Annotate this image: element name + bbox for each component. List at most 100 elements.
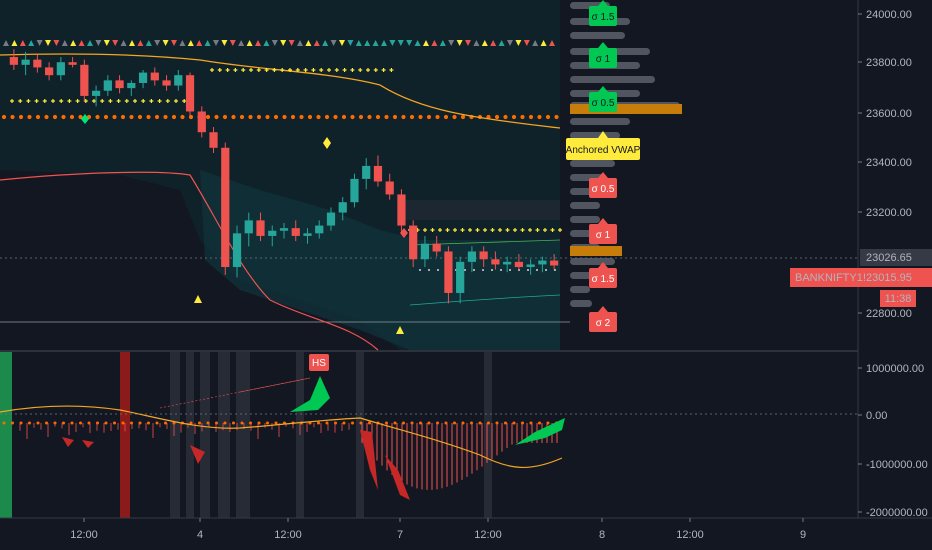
candle	[503, 256, 512, 273]
time-tick-label: 12:00	[70, 529, 98, 541]
candle	[174, 70, 183, 91]
candle	[185, 72, 195, 117]
lower-inner-band	[409, 294, 561, 306]
candle	[138, 70, 148, 89]
candle	[538, 256, 547, 273]
sigma-band-inner	[200, 170, 560, 350]
up-triangle-marker	[194, 295, 202, 303]
candle	[115, 75, 124, 94]
sigma-tag: σ 0.5	[589, 172, 617, 198]
signal-triangles-row	[3, 40, 555, 46]
candle	[467, 246, 477, 273]
candle	[80, 59, 89, 102]
time-tick-label: 12:00	[676, 529, 704, 541]
crosshair-price-tag	[860, 249, 932, 266]
price-tick-label: 22800.00	[866, 308, 912, 320]
candle	[514, 254, 524, 270]
candle	[232, 225, 242, 278]
candle	[268, 225, 277, 247]
price-tick-label: 23600.00	[866, 108, 912, 120]
osc-tick-label: -2000000.00	[866, 507, 928, 519]
svg-text:σ 0.5: σ 0.5	[592, 184, 615, 195]
candle	[279, 222, 289, 239]
crosshair-price: 23026.65	[866, 252, 912, 264]
time-tick-label: 12:00	[274, 529, 302, 541]
last-price: 23015.95	[866, 272, 912, 284]
price-tick-label: 23200.00	[866, 207, 912, 219]
sigma-tag: σ 2	[589, 306, 617, 332]
candle	[385, 173, 394, 200]
diamond-marker	[323, 137, 331, 149]
candle	[150, 67, 159, 86]
oscillator-pane[interactable]: HS	[0, 352, 858, 518]
candle	[373, 155, 383, 187]
candle	[338, 197, 347, 221]
price-tick-label: 23800.00	[866, 57, 912, 69]
candle	[127, 80, 136, 96]
candle	[315, 220, 324, 239]
last-price-tag	[790, 268, 932, 287]
symbol-tag: BANKNIFTY1!	[795, 272, 866, 284]
countdown-tag	[880, 290, 916, 307]
svg-text:σ 1.5: σ 1.5	[592, 274, 615, 285]
sigma-tag: σ 1.5	[589, 262, 617, 288]
time-tick-label: 12:00	[474, 529, 502, 541]
candle	[444, 246, 453, 304]
candle	[221, 142, 230, 275]
hs-label: HS	[312, 358, 326, 369]
time-tick-label: 7	[397, 529, 403, 541]
price-tick-label: 24000.00	[866, 9, 912, 21]
candle	[420, 235, 430, 268]
candle	[44, 62, 54, 81]
candle	[244, 212, 253, 247]
svg-text:σ 1: σ 1	[596, 230, 611, 241]
candle	[491, 251, 500, 270]
candle	[209, 127, 218, 153]
candle	[550, 254, 559, 270]
svg-text:σ 0.5: σ 0.5	[592, 98, 615, 109]
candle	[479, 246, 488, 268]
sigma-tag: σ 1	[589, 218, 617, 244]
candle	[326, 207, 336, 231]
up-triangle-marker	[396, 326, 404, 334]
candle	[9, 49, 18, 70]
hs-pattern-tag: HS	[309, 354, 329, 371]
candle	[162, 75, 171, 91]
sigma-labels: σ 1.5 σ 1 σ 0.5 σ 0.5 σ 1 σ 1.5 σ 2	[589, 0, 617, 332]
candle	[303, 228, 312, 244]
anchored-vwap-label: Anchored VWAP	[566, 145, 641, 156]
osc-tick-label: 0.00	[866, 410, 887, 422]
vwap-line	[0, 53, 561, 129]
bar-countdown: 11:38	[885, 293, 912, 305]
candle	[68, 57, 77, 68]
diamond-marker	[400, 228, 408, 238]
highlight-zone	[400, 200, 560, 220]
svg-text:σ 1.5: σ 1.5	[592, 12, 615, 23]
svg-text:σ 2: σ 2	[596, 318, 611, 329]
candle	[256, 212, 265, 242]
candle	[456, 256, 465, 304]
sigma-tag: σ 1	[589, 42, 617, 68]
svg-text:σ 1: σ 1	[596, 54, 611, 65]
candle	[526, 259, 535, 275]
sigma-tag: σ 0.5	[589, 86, 617, 112]
anchored-vwap-tag: Anchored VWAP	[566, 131, 641, 160]
time-axis[interactable]: 12:00 4 12:00 7 12:00 8 12:00 9	[0, 517, 932, 550]
price-axis[interactable]: 24000.00 23800.00 23600.00 23400.00 23200.00…	[790, 0, 932, 519]
candle	[103, 75, 112, 96]
time-tick-label: 8	[599, 529, 605, 541]
time-tick-label: 9	[800, 529, 806, 541]
time-tick-label: 4	[197, 529, 203, 541]
candle	[56, 57, 65, 81]
diamond-marker	[81, 114, 89, 124]
candle	[409, 220, 418, 268]
candle	[432, 235, 441, 257]
candle	[350, 173, 359, 208]
candle	[397, 189, 406, 234]
candle	[21, 51, 30, 76]
osc-tick-label: 1000000.00	[866, 363, 924, 375]
osc-tick-label: -1000000.00	[866, 459, 928, 471]
candle	[197, 106, 206, 138]
candlestick-series	[9, 49, 559, 304]
